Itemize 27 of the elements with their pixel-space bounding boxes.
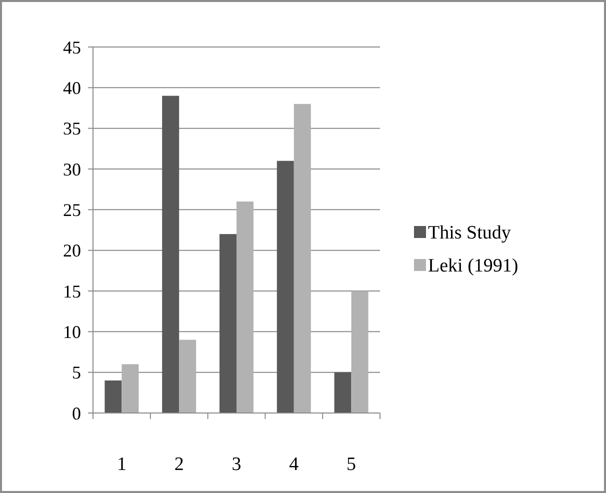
bar [294, 104, 311, 413]
bar [220, 234, 236, 413]
y-tick-label: 40 [63, 78, 81, 98]
x-tick-label: 3 [232, 454, 242, 475]
y-tick-label: 35 [63, 118, 81, 139]
y-tick-label: 5 [72, 362, 81, 383]
bar [334, 372, 352, 413]
y-tick-label: 25 [63, 200, 81, 220]
bar [179, 340, 196, 413]
x-tick-label: 5 [346, 454, 356, 475]
bar [162, 96, 180, 413]
bar [122, 364, 139, 413]
x-tick-label: 2 [174, 454, 184, 475]
y-tick-label: 20 [63, 240, 81, 261]
bar [276, 160, 294, 413]
bar [104, 380, 122, 413]
x-tick-label: 1 [116, 454, 126, 475]
y-tick-label: 30 [63, 159, 81, 180]
y-tick-label: 45 [63, 37, 81, 58]
y-tick-label: 0 [72, 403, 81, 424]
bar [236, 202, 254, 413]
bar [351, 291, 368, 413]
y-tick-label: 15 [63, 281, 81, 302]
legend-label: Leki (1991) [428, 256, 518, 277]
x-tick-label: 4 [289, 454, 300, 475]
y-tick-label: 10 [63, 322, 81, 342]
legend-label: This Study [428, 222, 512, 244]
